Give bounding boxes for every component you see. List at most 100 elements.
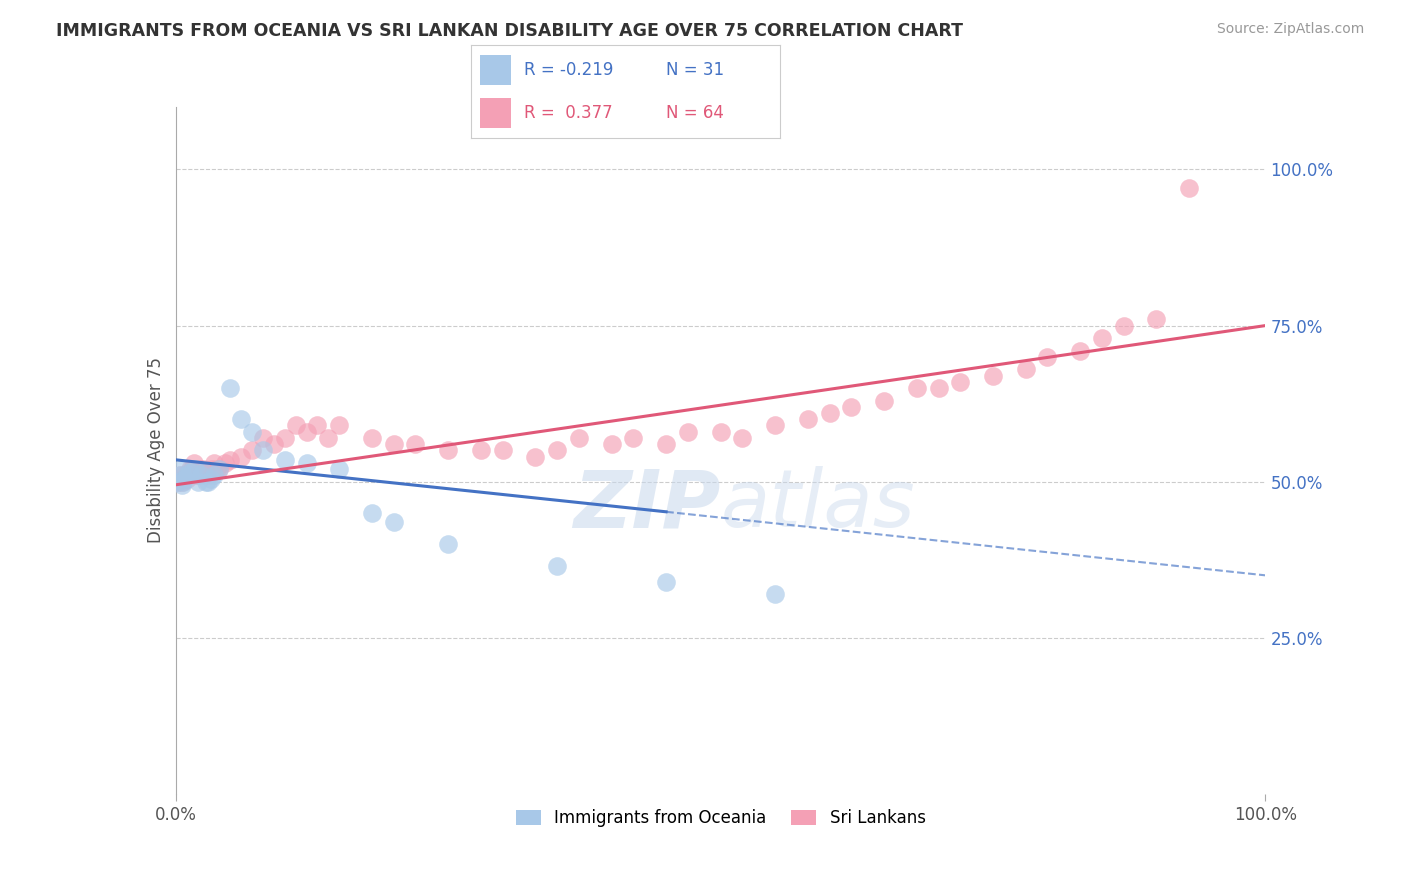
Point <box>981 368 1004 383</box>
Point <box>208 462 231 476</box>
Point <box>231 450 253 464</box>
Point <box>1036 350 1059 364</box>
Point <box>173 468 195 483</box>
Point <box>263 437 285 451</box>
Point <box>405 437 427 451</box>
Point <box>176 468 198 483</box>
Y-axis label: Disability Age Over 75: Disability Age Over 75 <box>146 358 165 543</box>
Point <box>437 443 460 458</box>
Point <box>252 431 274 445</box>
Point <box>167 475 190 489</box>
Point <box>318 431 340 445</box>
Point <box>361 431 384 445</box>
Point <box>655 437 678 451</box>
Point <box>1091 331 1114 345</box>
Point <box>524 450 547 464</box>
Point <box>731 431 754 445</box>
Point <box>181 462 204 476</box>
Point <box>797 412 820 426</box>
Point <box>252 443 274 458</box>
Point <box>568 431 591 445</box>
Point <box>188 462 211 476</box>
Point <box>1178 181 1201 195</box>
Point <box>307 418 329 433</box>
Point <box>172 471 194 485</box>
Text: atlas: atlas <box>721 467 915 544</box>
Point <box>170 471 193 485</box>
Point <box>1146 312 1168 326</box>
Point <box>201 462 224 476</box>
Point <box>186 468 209 483</box>
Point <box>219 381 242 395</box>
Point <box>179 462 201 476</box>
Point <box>328 462 350 476</box>
Point <box>214 456 236 470</box>
Point <box>949 375 972 389</box>
Point <box>172 475 194 489</box>
Point <box>190 468 212 483</box>
Point <box>184 468 207 483</box>
Text: N = 31: N = 31 <box>666 61 724 78</box>
Bar <box>481 98 512 128</box>
Point <box>219 452 242 467</box>
Text: R =  0.377: R = 0.377 <box>523 104 612 122</box>
Point <box>655 574 678 589</box>
Point <box>274 431 297 445</box>
Legend: Immigrants from Oceania, Sri Lankans: Immigrants from Oceania, Sri Lankans <box>509 802 932 834</box>
Point <box>382 516 405 530</box>
Point <box>382 437 405 451</box>
Point <box>200 471 222 485</box>
Point <box>295 425 318 439</box>
Point <box>172 478 194 492</box>
Point <box>197 468 219 483</box>
Point <box>169 468 191 483</box>
Point <box>492 443 515 458</box>
Point <box>202 456 225 470</box>
Point <box>240 443 263 458</box>
Point <box>231 412 253 426</box>
Point <box>546 443 568 458</box>
Point <box>763 418 786 433</box>
Point <box>1069 343 1091 358</box>
Point <box>195 468 218 483</box>
Point <box>841 400 863 414</box>
Point <box>1112 318 1135 333</box>
Point <box>928 381 950 395</box>
Text: R = -0.219: R = -0.219 <box>523 61 613 78</box>
Point <box>274 452 297 467</box>
Point <box>177 466 200 480</box>
Point <box>600 437 623 451</box>
Point <box>240 425 263 439</box>
Point <box>167 475 190 489</box>
Point <box>177 468 200 483</box>
Point <box>818 406 841 420</box>
Point <box>184 462 207 476</box>
Point <box>873 393 896 408</box>
Point <box>183 456 205 470</box>
Bar <box>481 55 512 85</box>
Text: ZIP: ZIP <box>574 467 721 544</box>
Point <box>284 418 307 433</box>
Point <box>170 462 193 476</box>
Point <box>295 456 318 470</box>
Point <box>621 431 644 445</box>
Point <box>710 425 733 439</box>
Point <box>186 475 209 489</box>
Point <box>361 506 384 520</box>
Point <box>176 471 198 485</box>
Point <box>208 462 231 476</box>
Point <box>905 381 928 395</box>
Point <box>437 537 460 551</box>
Point <box>181 466 204 480</box>
Point <box>195 475 218 489</box>
Point <box>197 475 219 489</box>
Point <box>202 468 225 483</box>
Point <box>676 425 699 439</box>
Point <box>763 587 786 601</box>
Point <box>172 475 194 489</box>
Point <box>191 466 214 480</box>
Point <box>169 468 191 483</box>
Point <box>328 418 350 433</box>
Text: N = 64: N = 64 <box>666 104 724 122</box>
Point <box>191 462 214 476</box>
